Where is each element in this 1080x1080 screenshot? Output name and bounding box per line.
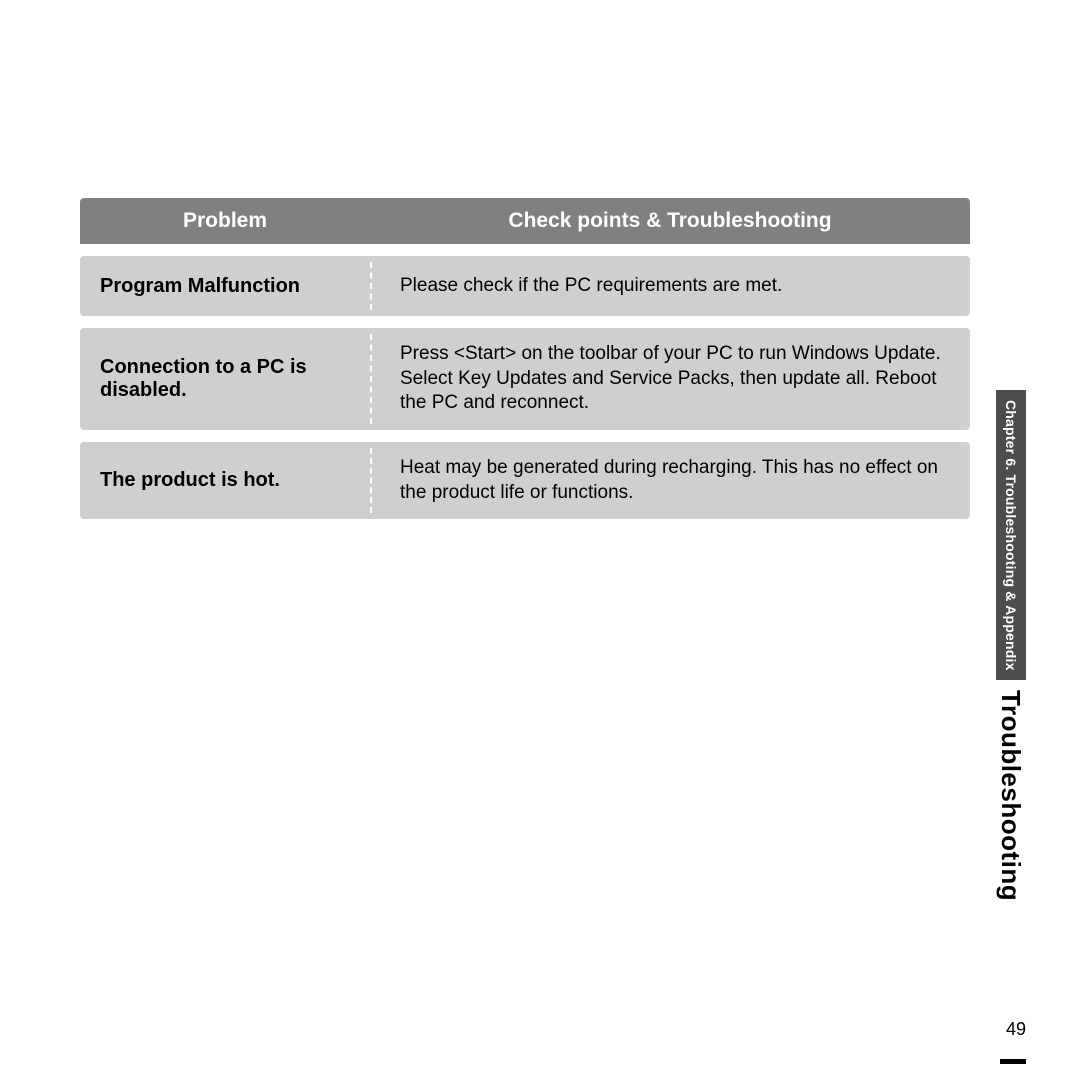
header-checkpoints: Check points & Troubleshooting — [370, 209, 970, 233]
column-divider — [370, 262, 372, 310]
chapter-side-tab: Chapter 6. Troubleshooting & Appendix — [996, 390, 1026, 680]
table-row: The product is hot. Heat may be generate… — [80, 442, 970, 519]
table-row: Program Malfunction Please check if the … — [80, 256, 970, 316]
section-side-title: Troubleshooting — [996, 690, 1026, 901]
table-row: Connection to a PC is disabled. Press <S… — [80, 328, 970, 430]
column-divider — [370, 448, 372, 513]
header-problem: Problem — [80, 209, 370, 233]
column-divider — [370, 334, 372, 424]
problem-cell: Connection to a PC is disabled. — [80, 342, 370, 416]
page-number: 49 — [1006, 1019, 1026, 1040]
solution-cell: Heat may be generated during recharging.… — [370, 442, 970, 519]
table-header-row: Problem Check points & Troubleshooting — [80, 198, 970, 244]
solution-cell: Press <Start> on the toolbar of your PC … — [370, 328, 970, 430]
troubleshooting-table: Problem Check points & Troubleshooting P… — [80, 198, 970, 519]
page-mark — [1000, 1059, 1026, 1064]
problem-cell: The product is hot. — [80, 455, 370, 506]
problem-cell: Program Malfunction — [80, 261, 370, 312]
solution-cell: Please check if the PC requirements are … — [370, 260, 970, 313]
